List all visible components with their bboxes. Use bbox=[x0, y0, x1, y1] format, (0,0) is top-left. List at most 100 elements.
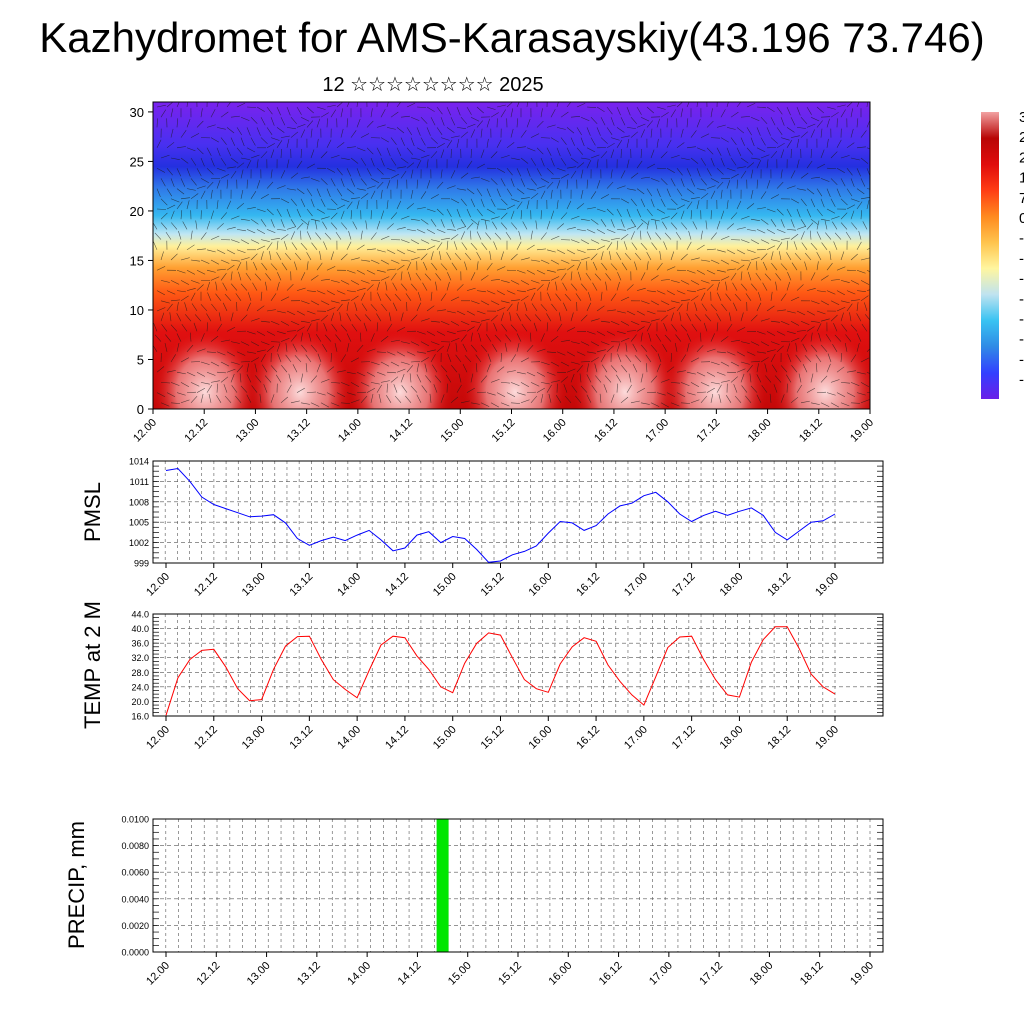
wind-barb bbox=[385, 293, 392, 301]
wind-barb bbox=[436, 127, 443, 135]
wind-barb bbox=[260, 219, 267, 227]
wind-barb bbox=[670, 222, 678, 230]
wind-barb bbox=[571, 385, 578, 393]
wind-barb bbox=[580, 137, 585, 147]
wind-barb bbox=[286, 208, 291, 218]
wind-barb bbox=[636, 160, 643, 169]
wind-barb bbox=[546, 220, 551, 230]
wind-barb bbox=[530, 230, 533, 240]
wind-barb bbox=[600, 219, 607, 227]
wind-barb bbox=[646, 251, 652, 261]
wind-barb bbox=[386, 371, 397, 374]
wind-barb bbox=[655, 333, 662, 342]
temp-y-axis: 16.020.024.028.032.036.040.044.0 bbox=[131, 610, 149, 722]
wind-barb bbox=[330, 222, 338, 230]
wind-barb bbox=[426, 349, 436, 353]
wind-barb bbox=[704, 314, 712, 322]
wind-barb bbox=[586, 106, 597, 108]
wind-barb bbox=[216, 268, 226, 271]
wind-barb bbox=[440, 365, 448, 373]
wind-barb bbox=[436, 229, 446, 234]
wind-barb bbox=[606, 331, 616, 336]
wind-barb bbox=[650, 218, 660, 222]
wind-barb bbox=[206, 147, 212, 156]
wind-barb bbox=[586, 207, 596, 210]
wind-barb bbox=[376, 281, 380, 291]
wind-barb bbox=[206, 220, 211, 230]
wind-barb bbox=[230, 341, 240, 344]
wind-barb bbox=[235, 395, 242, 403]
wind-barb bbox=[446, 185, 456, 189]
wind-barb bbox=[730, 157, 737, 166]
wind-barb bbox=[270, 341, 281, 343]
wind-barb bbox=[380, 276, 390, 281]
wind-barb bbox=[710, 333, 715, 342]
x-tick-label: 14.00 bbox=[345, 960, 373, 988]
wind-barb bbox=[348, 230, 352, 240]
wind-barb bbox=[330, 300, 340, 304]
wind-barb bbox=[153, 241, 158, 250]
wind-barb bbox=[555, 395, 562, 403]
wind-barb bbox=[386, 167, 396, 172]
wind-barb bbox=[176, 302, 179, 312]
wind-barb bbox=[340, 280, 350, 285]
wind-barb bbox=[210, 276, 220, 281]
wind-barb bbox=[456, 330, 467, 332]
y-tick-label: 0.0080 bbox=[121, 841, 149, 851]
wind-barb bbox=[816, 231, 822, 240]
pmsl-series-line bbox=[165, 467, 836, 563]
wind-barb bbox=[180, 130, 187, 138]
wind-barb bbox=[246, 374, 252, 383]
wind-barb bbox=[196, 348, 206, 353]
wind-barb bbox=[746, 261, 751, 271]
wind-barb bbox=[216, 383, 218, 393]
wind-barb bbox=[606, 142, 615, 149]
wind-barb bbox=[276, 229, 286, 231]
temp-x-axis: 12.00 12.12 13.00 13.12 14.00 14.12 15.00 15.12… bbox=[144, 716, 841, 752]
wind-barb bbox=[246, 363, 250, 373]
wind-barb bbox=[570, 373, 575, 383]
x-tick-label: 17.12 bbox=[670, 724, 698, 752]
wind-barb bbox=[436, 309, 446, 312]
chart-subtitle: 12 ☆☆☆☆☆☆☆☆ 2025 bbox=[322, 74, 544, 96]
wind-barb bbox=[566, 327, 576, 332]
wind-barb bbox=[400, 283, 408, 291]
wind-barb bbox=[486, 118, 490, 128]
wind-barb bbox=[696, 391, 707, 393]
wind-barb bbox=[493, 241, 498, 250]
wind-barb bbox=[290, 131, 299, 138]
wind-barb bbox=[180, 280, 190, 285]
wind-barb bbox=[576, 249, 586, 253]
wind-barb bbox=[510, 198, 520, 203]
wind-barb bbox=[663, 322, 668, 332]
wind-barb bbox=[193, 322, 198, 332]
wind-barb bbox=[386, 180, 391, 189]
wind-barb bbox=[686, 188, 695, 195]
wind-barb bbox=[516, 188, 525, 195]
wind-barb bbox=[190, 193, 199, 200]
wind-barb bbox=[240, 314, 248, 322]
wind-barb bbox=[786, 140, 793, 148]
wind-barb bbox=[806, 106, 812, 115]
wind-barb bbox=[536, 147, 544, 155]
wind-barb bbox=[790, 337, 800, 342]
wind-barb bbox=[270, 320, 280, 325]
cross-section-x-axis: 12.00 12.12 13.00 13.12 14.00 14.12 15.00 15.12… bbox=[131, 409, 876, 445]
wind-barb bbox=[300, 272, 306, 281]
x-tick-label: 12.12 bbox=[192, 571, 220, 599]
x-tick-label: 14.12 bbox=[383, 571, 411, 599]
wind-barb bbox=[580, 361, 591, 363]
wind-barb bbox=[480, 402, 490, 407]
wind-barb bbox=[466, 106, 472, 115]
wind-barb bbox=[620, 117, 626, 126]
wind-barb bbox=[871, 134, 879, 138]
wind-barb bbox=[780, 394, 785, 403]
wind-barb bbox=[186, 188, 196, 191]
wind-barb bbox=[210, 210, 214, 220]
wind-barb bbox=[246, 127, 251, 136]
wind-barb bbox=[616, 185, 626, 189]
wind-barb bbox=[256, 106, 265, 112]
wind-barb bbox=[420, 239, 430, 244]
wind-barb bbox=[778, 251, 782, 261]
wind-barb bbox=[866, 289, 870, 291]
